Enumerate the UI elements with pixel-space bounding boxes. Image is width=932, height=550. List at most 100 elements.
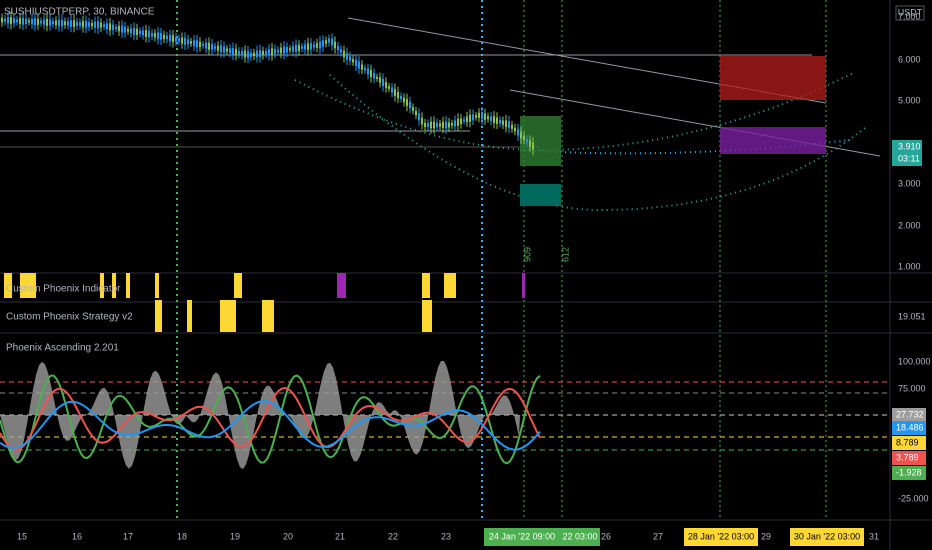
time-label: 26 bbox=[601, 531, 611, 541]
osc-badge-text: 18.486 bbox=[896, 422, 924, 432]
candle bbox=[472, 114, 474, 121]
candle bbox=[460, 118, 462, 125]
osc-blue bbox=[0, 399, 541, 451]
candle bbox=[262, 50, 264, 56]
candle bbox=[382, 79, 384, 86]
candle bbox=[22, 17, 24, 25]
candle bbox=[496, 117, 498, 124]
candle bbox=[469, 114, 471, 122]
price-label: 1.000 bbox=[898, 261, 921, 271]
candle bbox=[154, 33, 156, 38]
candle bbox=[391, 87, 393, 93]
candle bbox=[376, 76, 378, 79]
candle bbox=[178, 38, 180, 42]
candle bbox=[322, 40, 324, 47]
candle bbox=[265, 51, 267, 55]
candle bbox=[415, 110, 417, 116]
candle bbox=[106, 23, 108, 30]
candle bbox=[52, 21, 54, 25]
candle bbox=[424, 122, 426, 128]
candle bbox=[316, 43, 318, 48]
candle bbox=[37, 18, 39, 25]
candle bbox=[355, 59, 357, 66]
osc-badge bbox=[892, 451, 926, 465]
candle bbox=[130, 28, 132, 34]
candle bbox=[31, 18, 33, 25]
candle bbox=[448, 122, 450, 128]
osc-badge bbox=[892, 408, 926, 422]
candle bbox=[136, 28, 138, 35]
candle bbox=[358, 61, 360, 69]
candle bbox=[115, 26, 117, 29]
candle bbox=[112, 24, 114, 31]
candle bbox=[286, 47, 288, 53]
strategy-bars bbox=[155, 300, 432, 332]
symbol: SUSHIUSDTPERP, 30, BINANCE bbox=[4, 7, 155, 18]
candle bbox=[418, 113, 420, 121]
candle bbox=[307, 43, 309, 51]
price-label: 5.000 bbox=[898, 95, 921, 105]
candle bbox=[379, 77, 381, 83]
candle bbox=[10, 17, 12, 25]
time-highlight bbox=[790, 528, 864, 546]
candle bbox=[412, 107, 414, 111]
time-label: 17 bbox=[123, 531, 133, 541]
candle bbox=[268, 49, 270, 56]
osc-badge-text: 27.732 bbox=[896, 409, 924, 419]
candle bbox=[205, 42, 207, 49]
candle bbox=[76, 21, 78, 26]
candle bbox=[436, 122, 438, 128]
candle bbox=[505, 120, 507, 128]
candle bbox=[79, 22, 81, 26]
time-highlight-text: 30 Jan '22 03:00 bbox=[794, 531, 860, 541]
countdown: 03:11 bbox=[898, 153, 920, 163]
candle bbox=[298, 45, 300, 51]
candle bbox=[247, 51, 249, 58]
candle bbox=[253, 52, 255, 57]
candle bbox=[214, 46, 216, 49]
candle bbox=[121, 25, 123, 33]
candle bbox=[445, 121, 447, 129]
price-label: 3.000 bbox=[898, 178, 921, 188]
osc-red bbox=[0, 386, 541, 451]
candle bbox=[193, 40, 195, 47]
candle bbox=[313, 44, 315, 48]
osc-badge-text: 3.789 bbox=[896, 452, 919, 462]
time-highlight bbox=[484, 528, 560, 546]
candle bbox=[484, 113, 486, 120]
candle bbox=[295, 44, 297, 52]
candle bbox=[61, 19, 63, 27]
panel-title: Custom Phoenix Indicator bbox=[6, 284, 121, 295]
candle bbox=[334, 41, 336, 49]
osc-label: -25.000 bbox=[898, 493, 929, 503]
candle bbox=[7, 17, 9, 24]
candle bbox=[532, 142, 534, 150]
candle bbox=[103, 24, 105, 28]
candle bbox=[13, 18, 15, 24]
candle bbox=[301, 46, 303, 49]
candle bbox=[370, 70, 372, 78]
candle bbox=[160, 33, 162, 40]
candle bbox=[394, 89, 396, 96]
candle bbox=[478, 112, 480, 118]
candle bbox=[100, 22, 102, 28]
candle bbox=[58, 19, 60, 27]
candle bbox=[430, 121, 432, 129]
candle bbox=[19, 18, 21, 24]
candle bbox=[466, 116, 468, 123]
osc-badge bbox=[892, 466, 926, 480]
candle bbox=[109, 23, 111, 31]
candle bbox=[277, 49, 279, 53]
candle bbox=[190, 41, 192, 44]
candle bbox=[289, 48, 291, 51]
zone bbox=[520, 184, 561, 206]
candle bbox=[184, 37, 186, 45]
candle bbox=[400, 95, 402, 100]
candle bbox=[163, 34, 165, 39]
candle bbox=[433, 121, 435, 129]
candle bbox=[175, 36, 177, 42]
drawings bbox=[0, 17, 881, 157]
vertical-label: 909 bbox=[522, 247, 532, 262]
candle bbox=[331, 38, 333, 46]
candle bbox=[127, 28, 129, 32]
